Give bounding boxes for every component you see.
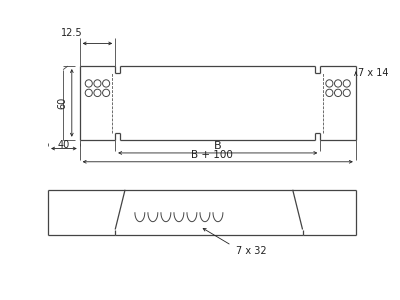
Text: 12.5: 12.5 bbox=[61, 28, 83, 38]
Text: 40: 40 bbox=[58, 140, 70, 150]
Text: 60: 60 bbox=[57, 97, 67, 109]
Text: B: B bbox=[214, 141, 222, 151]
Text: 7 x 14: 7 x 14 bbox=[358, 68, 388, 78]
Text: 7 x 32: 7 x 32 bbox=[236, 246, 266, 256]
Text: B + 100: B + 100 bbox=[191, 150, 233, 160]
